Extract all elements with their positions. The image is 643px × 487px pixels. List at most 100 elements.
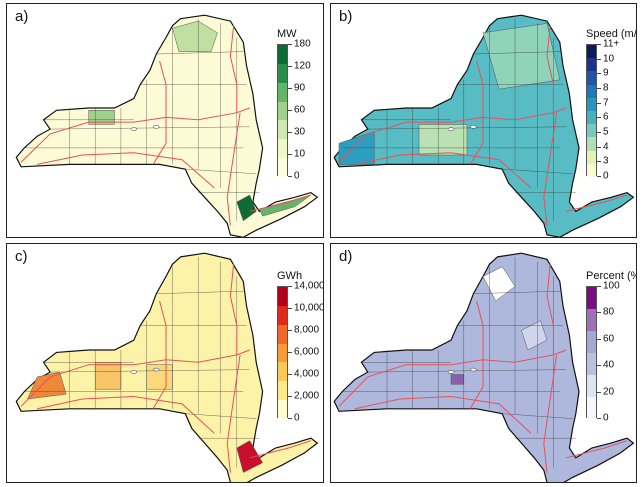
legend-tick-label: 10,000 xyxy=(294,302,324,314)
legend-tick-label: 100 xyxy=(603,280,620,292)
panel-a-map xyxy=(15,14,319,237)
legend-tick-mark xyxy=(288,154,292,155)
lake xyxy=(470,367,477,372)
legend-tick-mark xyxy=(288,396,292,397)
legend-tick-label: 20 xyxy=(603,386,615,398)
legend-tick-mark xyxy=(597,365,601,367)
lake xyxy=(130,127,138,131)
legend-colorbar xyxy=(586,286,597,420)
region-highlight xyxy=(146,364,173,390)
legend-tick-label: 2,000 xyxy=(294,390,320,402)
legend-title: Percent (%) xyxy=(586,270,636,282)
legend-tick-label: 4,000 xyxy=(294,368,320,380)
highway-line xyxy=(338,107,567,163)
legend-title: Speed (m/s) xyxy=(586,28,637,40)
legend-tick-label: 4 xyxy=(603,141,609,153)
highway-line xyxy=(37,395,215,434)
legend-tick-label: 14,000 xyxy=(294,280,324,292)
legend-tick-mark xyxy=(288,418,292,419)
legend-tick-label: 7 xyxy=(603,97,609,109)
legend-tick-label: 180 xyxy=(294,38,311,50)
panel-c: c) GWh 14,000 10,000 8,000 6,000 4,000 2,000 0 xyxy=(6,243,324,483)
region-highlight xyxy=(482,23,561,90)
highway-line xyxy=(546,25,554,113)
highway-line xyxy=(566,440,628,459)
panel-b-map xyxy=(333,14,635,237)
legend-tick-mark xyxy=(597,146,601,148)
legend-tick-label: 90 xyxy=(294,82,306,94)
legend-swatch xyxy=(278,287,287,307)
legend-title: GWh xyxy=(277,270,303,282)
county-boundary xyxy=(473,51,560,55)
legend-swatch xyxy=(587,45,596,59)
legend-tick-mark xyxy=(288,110,292,111)
legend-tick-mark xyxy=(288,176,292,177)
county-boundary xyxy=(185,168,257,175)
legend-tick-mark xyxy=(597,73,601,75)
legend-swatch xyxy=(278,63,287,84)
lake xyxy=(447,370,455,374)
legend-swatch xyxy=(587,97,596,112)
legend-tick-label: 0 xyxy=(603,412,609,424)
legend-tick-mark xyxy=(597,102,601,104)
legend-tick-label: 0 xyxy=(294,170,300,182)
legend-swatch xyxy=(278,101,287,121)
state-outline xyxy=(333,252,635,482)
legend-tick-mark xyxy=(597,176,601,177)
legend-tick-label: 8 xyxy=(603,82,609,94)
county-boundary xyxy=(473,290,560,294)
legend-swatch xyxy=(587,287,596,310)
legend-tick-label: 60 xyxy=(603,333,615,345)
legend-swatch xyxy=(587,353,596,376)
highway-line xyxy=(152,359,167,410)
legend-tick-label: 30 xyxy=(294,126,306,138)
state-outline xyxy=(15,14,319,237)
legend-tick-label: 40 xyxy=(603,359,615,371)
panel-a: a) MW 180 120 90 60 30 10 0 xyxy=(6,3,324,238)
legend-swatch xyxy=(278,305,287,326)
legend-swatch xyxy=(278,343,287,363)
highway-line xyxy=(354,395,532,434)
legend-swatch xyxy=(587,375,596,398)
panel-b: b) Speed (m/s)11+ 10 9 8 7 6 5 4 3 0 xyxy=(330,3,637,238)
legend-tick-mark xyxy=(288,352,292,353)
region-highlight xyxy=(236,194,257,222)
legend-tick-label: 120 xyxy=(294,60,311,72)
legend-tick-mark xyxy=(597,44,601,45)
panel-d-map xyxy=(333,252,635,482)
highway-line xyxy=(249,194,312,212)
highway-line xyxy=(476,60,484,118)
legend-swatch xyxy=(587,150,596,165)
legend-tick-label: 9 xyxy=(603,67,609,79)
county-boundary xyxy=(502,168,573,175)
legend-tick-mark xyxy=(597,418,601,419)
legend-tick-mark xyxy=(597,117,601,119)
county-boundary xyxy=(185,413,257,419)
state-outline xyxy=(333,14,635,237)
legend-tick-label: 5 xyxy=(603,126,609,138)
legend-swatch xyxy=(278,381,287,401)
legend-colorbar xyxy=(586,44,597,178)
county-boundary xyxy=(367,126,567,130)
region-highlight xyxy=(236,440,263,473)
legend-swatch xyxy=(587,111,596,125)
legend-tick-mark xyxy=(597,132,601,133)
panel-b-label: b) xyxy=(339,8,353,25)
legend-swatch xyxy=(587,331,596,354)
legend-tick-label: 11+ xyxy=(603,38,620,50)
panel-a-label: a) xyxy=(15,8,29,25)
legend-tick-label: 80 xyxy=(603,306,615,318)
highway-line xyxy=(37,152,215,189)
lake xyxy=(470,125,477,129)
county-boundary xyxy=(367,369,567,373)
legend-tick-label: 10 xyxy=(603,53,615,65)
legend-swatch xyxy=(587,124,596,138)
panel-c-map xyxy=(15,252,319,482)
legend-tick-mark xyxy=(597,312,601,314)
legend-swatch xyxy=(587,163,596,178)
highway-line xyxy=(20,107,250,163)
panel-d: d) Percent (%)100 80 60 40 20 0 xyxy=(330,243,637,483)
region-highlight xyxy=(27,371,67,400)
highway-line xyxy=(469,359,484,410)
legend-tick-mark xyxy=(597,391,601,393)
